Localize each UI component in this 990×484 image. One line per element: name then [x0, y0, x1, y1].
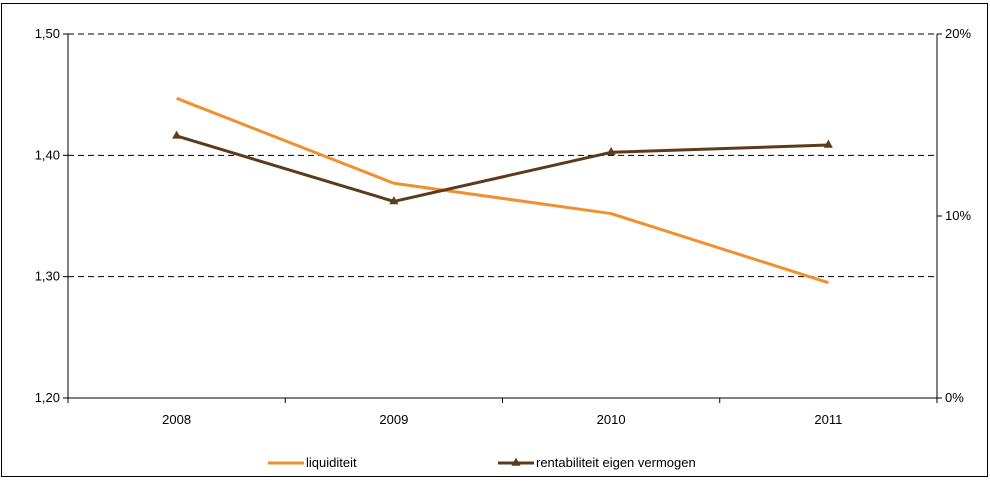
y-right-tick-label: 0%: [945, 390, 964, 405]
series-point: [172, 130, 182, 139]
y-left-tick-label: 1,20: [35, 390, 60, 405]
series-point: [823, 139, 833, 148]
y-right-tick-label: 20%: [945, 26, 971, 41]
series-line-1: [176, 96, 829, 285]
x-tick-label: 2009: [379, 412, 408, 427]
x-tick-label: 2010: [597, 412, 626, 427]
legend-label: rentabiliteit eigen vermogen: [536, 455, 696, 470]
x-tick-label: 2011: [814, 412, 842, 427]
series-point: [511, 457, 521, 466]
y-left-tick-label: 1,30: [35, 269, 60, 284]
series-point: [389, 196, 399, 205]
legend-label: liquiditeit: [306, 455, 357, 470]
series-point: [606, 146, 616, 156]
x-tick-label: 2008: [162, 412, 191, 427]
legend-item: rentabiliteit eigen vermogen: [498, 455, 696, 470]
legend-item: liquiditeit: [268, 455, 357, 470]
chart-border: [1, 3, 988, 477]
series-line-2: [176, 134, 829, 203]
y-left-tick-label: 1,40: [35, 147, 60, 162]
y-left-tick-label: 1,50: [35, 26, 60, 41]
y-right-tick-label: 10%: [945, 208, 971, 223]
